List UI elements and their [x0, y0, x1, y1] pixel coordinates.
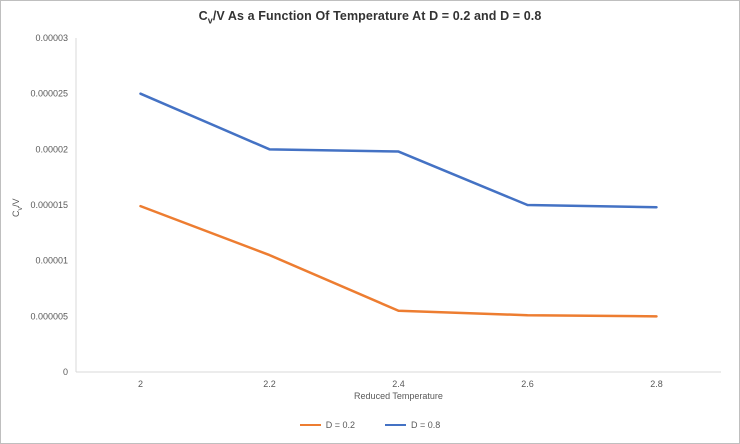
legend-label: D = 0.2 [325, 420, 355, 430]
legend-label: D = 0.8 [411, 420, 441, 430]
x-tick-label: 2.6 [521, 379, 534, 389]
y-axis-title-post: /V [11, 198, 21, 207]
y-tick-label: 0.00002 [35, 144, 68, 154]
x-tick-label: 2 [138, 379, 143, 389]
legend-item: D = 0.2 [299, 420, 355, 430]
y-tick-label: 0.00001 [35, 256, 68, 266]
y-tick-label: 0.000025 [30, 89, 68, 99]
y-tick-label: 0.00003 [35, 33, 68, 43]
legend: D = 0.2 D = 0.8 [1, 420, 739, 430]
chart-title: Cv/V As a Function Of Temperature At D =… [1, 9, 739, 26]
series-line-d-0.8 [139, 92, 658, 209]
y-tick-label: 0.000015 [30, 200, 68, 210]
legend-line-swatch [385, 423, 406, 427]
x-axis-title: Reduced Temperature [354, 391, 443, 401]
x-tick-label: 2.8 [650, 379, 663, 389]
chart-title-pre: C [198, 9, 208, 23]
chart-title-post: /V As a Function Of Temperature At D = 0… [212, 9, 542, 23]
legend-line-swatch [299, 423, 321, 427]
x-tick-label: 2.2 [263, 379, 276, 389]
y-tick-label: 0 [63, 367, 68, 377]
series-line-d-0.2 [139, 204, 658, 318]
chart-title-subscript: v [207, 15, 213, 26]
y-tick-label: 0.000005 [30, 311, 68, 321]
y-axis-title-subscript: v [16, 207, 24, 211]
y-axis-title-pre: C [11, 210, 21, 218]
y-axis-title: Cv/V [11, 198, 24, 217]
legend-item: D = 0.8 [385, 420, 440, 430]
x-tick-label: 2.4 [392, 379, 405, 389]
